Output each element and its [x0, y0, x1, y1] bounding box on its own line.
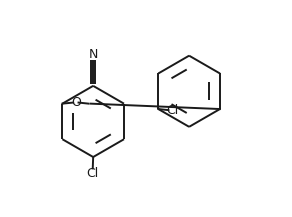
- Text: N: N: [88, 48, 98, 61]
- Text: Cl: Cl: [86, 167, 98, 180]
- Text: O: O: [71, 96, 81, 109]
- Text: Cl: Cl: [166, 104, 178, 117]
